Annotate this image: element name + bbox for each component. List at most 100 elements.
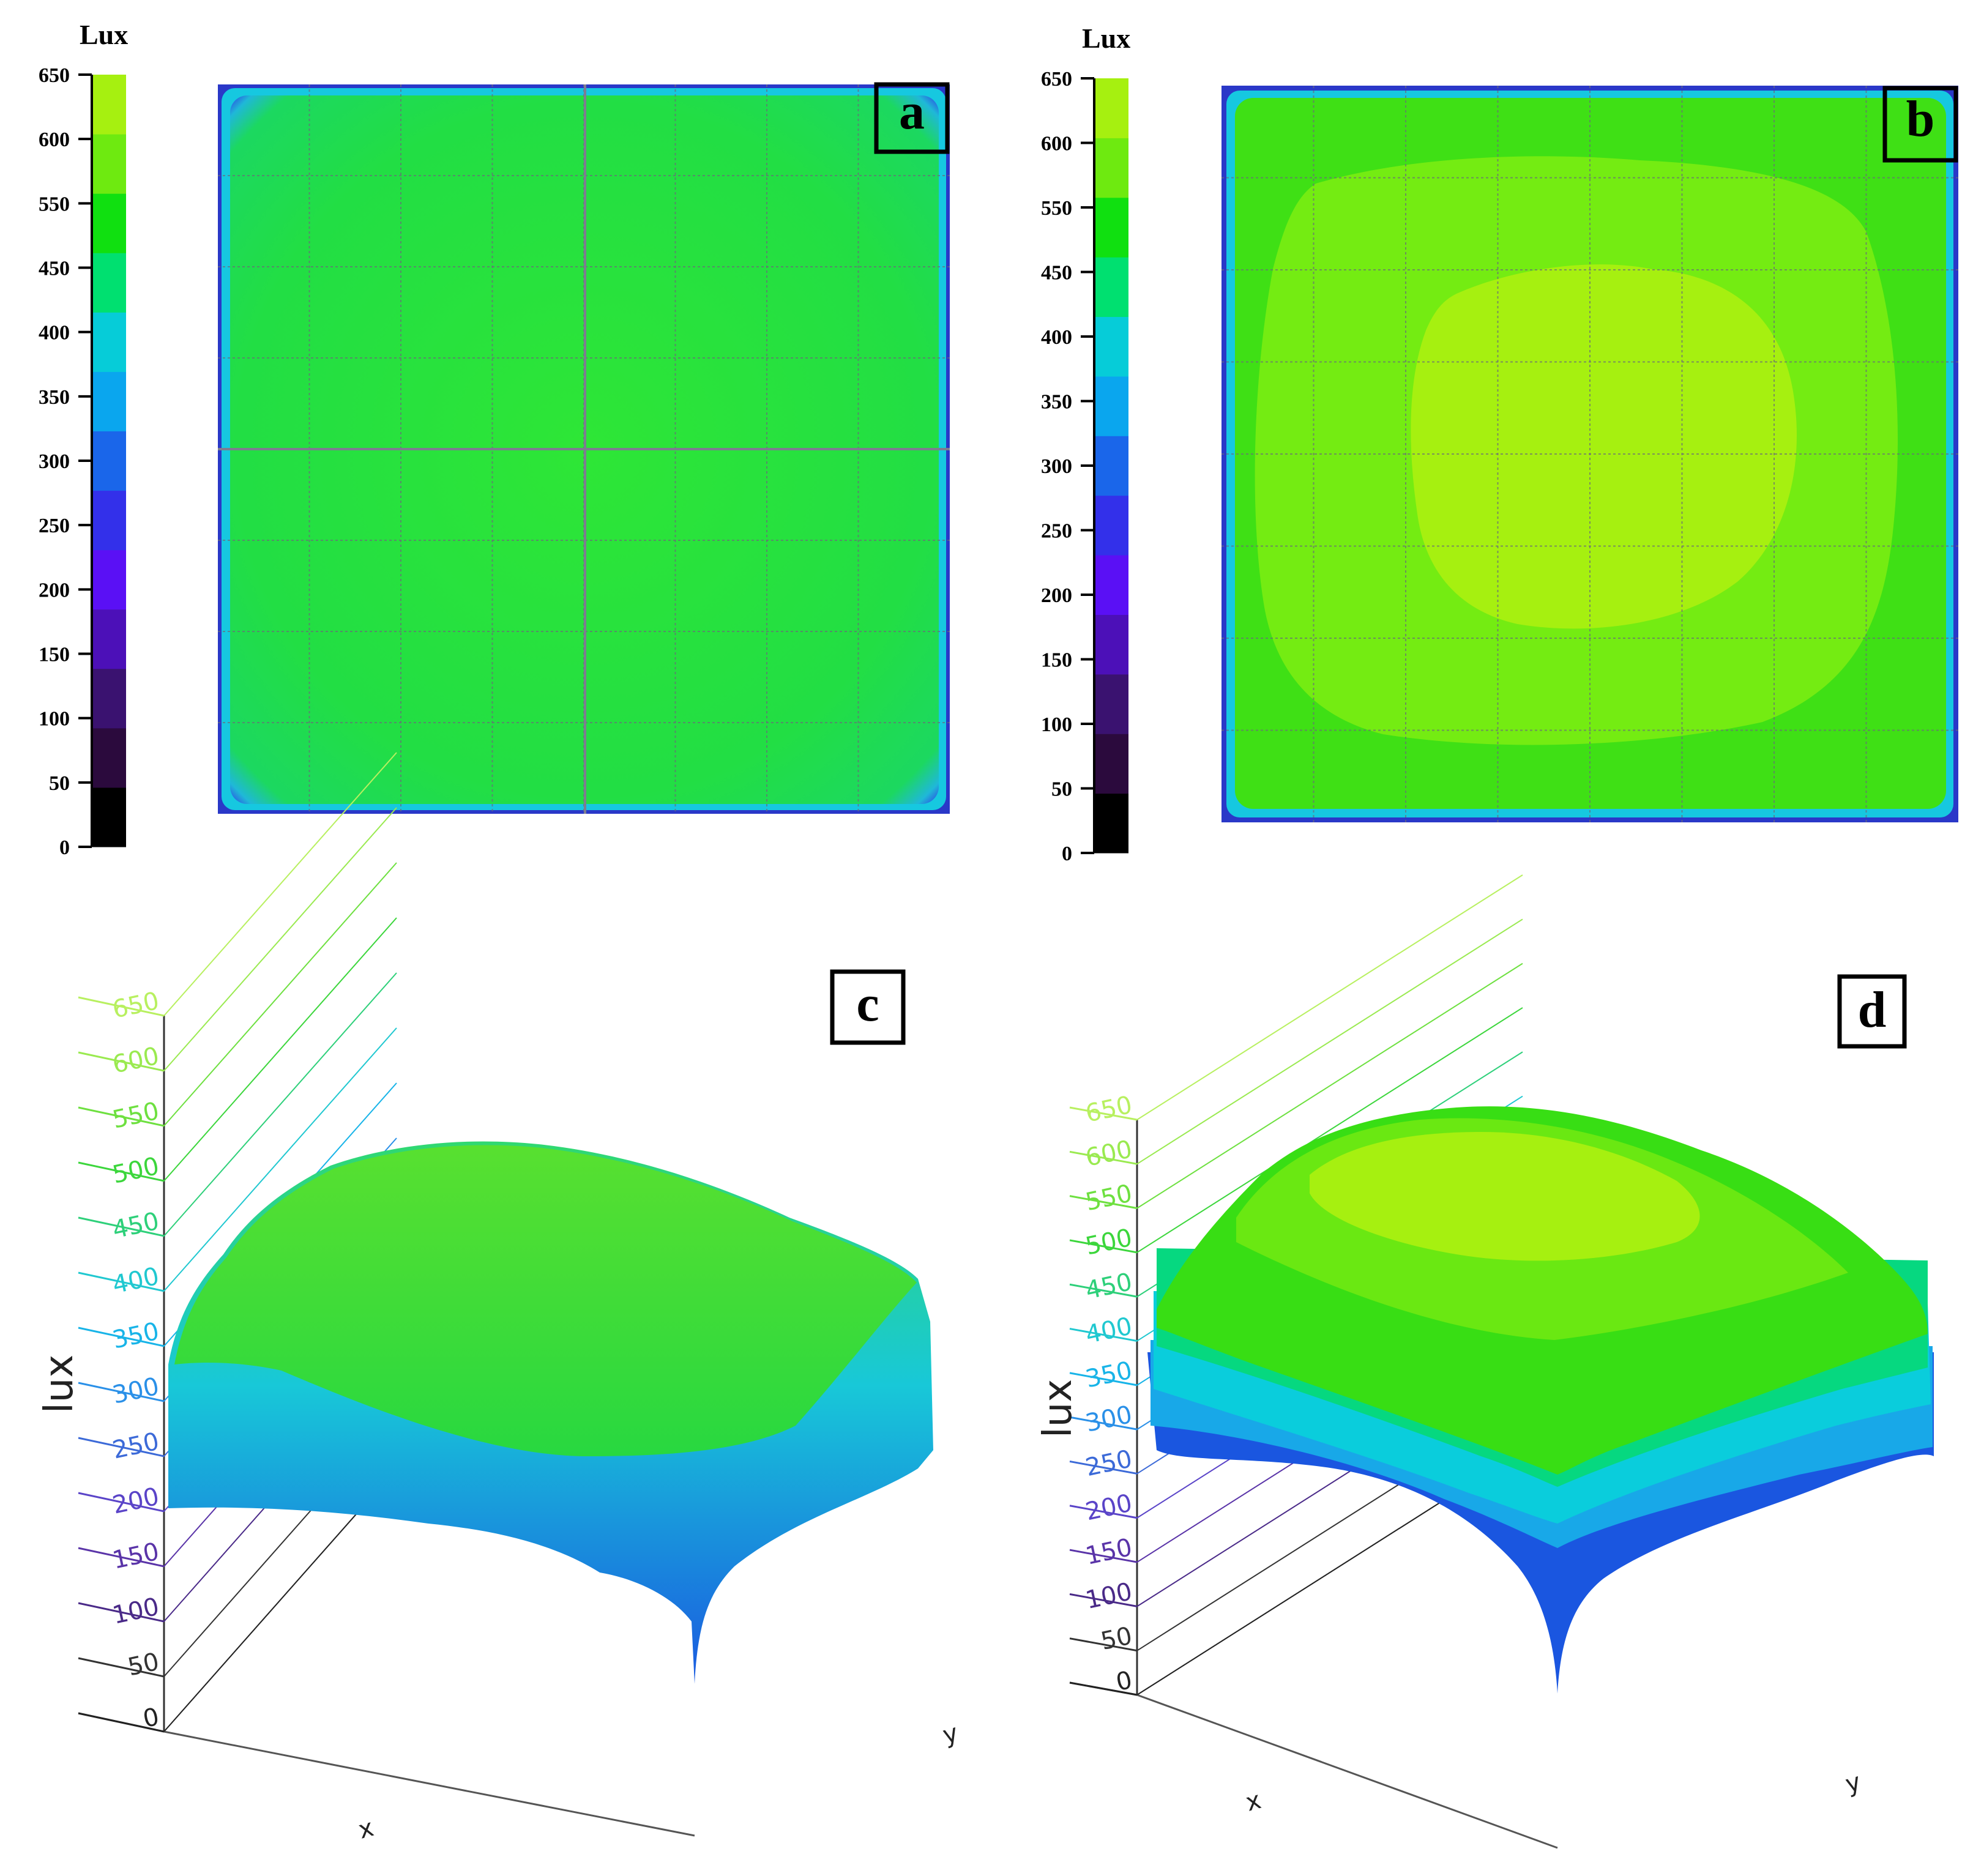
z-tick-c-500 [78,1161,165,1182]
colorbar-ticklabel-b-100: 100 [1041,713,1072,736]
colorbar-band-b-4 [1094,555,1128,615]
colorbar-ticklabel-a-200: 200 [39,579,70,601]
z-tick-d-400 [1069,1328,1138,1342]
z-ticklabel-c-300: 300 [110,1372,162,1410]
colorbar-band-a-0 [92,787,126,847]
colorbar-band-a-6 [92,431,126,491]
z-tick-c-50 [78,1657,165,1678]
z-ticklabel-c-500: 500 [110,1152,162,1189]
panel-d: 650600550500450400350300250200150100500 … [1035,874,1934,1849]
z-tick-c-650 [78,996,165,1017]
z-gridline-c-500 [163,917,397,1182]
z-tick-d-600 [1069,1150,1138,1165]
z-ticklabel-c-100: 100 [110,1593,162,1630]
zlabel-c: lux [37,1355,82,1413]
z-tick-d-0 [1069,1681,1138,1696]
heatmap-a [218,84,950,814]
z-tick-d-350 [1069,1372,1138,1387]
z-gridline-c-400 [163,1027,397,1292]
colorbar-ticklabel-b-300: 300 [1041,455,1072,478]
colorbar-ticklabel-b-600: 600 [1041,133,1072,155]
z-ticklabel-d-0: 0 [1114,1666,1135,1697]
z-ticklabel-c-550: 550 [110,1097,162,1134]
colorbar-band-b-1 [1094,734,1128,794]
panel-label-a: a [874,82,950,154]
colorbar-band-a-1 [92,728,126,788]
xlabel-c: x [356,1814,377,1845]
colorbar-ticklabel-a-0: 0 [59,836,70,859]
panel-c: 650600550500450400350300250200150100500 … [37,752,961,1845]
z-ticklabel-c-200: 200 [110,1483,162,1520]
colorbar-band-b-2 [1094,674,1128,734]
colorbar-ticklabel-b-400: 400 [1041,326,1072,349]
z-ticklabel-d-150: 150 [1083,1533,1135,1571]
ylabel-d: y [1843,1768,1864,1799]
colorbar-band-b-7 [1094,376,1128,436]
z-tick-d-50 [1069,1637,1138,1652]
colorbar-band-a-5 [92,490,126,551]
colorbar-ticklabel-b-200: 200 [1041,584,1072,607]
z-ticklabel-c-650: 650 [110,987,162,1024]
colorbar-ticklabel-a-350: 350 [39,386,70,409]
colorbar-ticklabel-b-250: 250 [1041,520,1072,543]
z-gridline-d-650 [1136,874,1523,1120]
z-tick-d-150 [1069,1549,1138,1563]
z-ticklabel-d-550: 550 [1083,1179,1135,1216]
svg-text:a: a [899,83,925,140]
colorbar-band-b-11 [1094,138,1128,198]
colorbar-ticklabel-b-550: 550 [1041,197,1072,220]
x-axis-c [163,1730,695,1837]
colorbar-band-a-3 [92,609,126,669]
colorbar-ticklabel-b-0: 0 [1062,843,1072,865]
z-tick-c-600 [78,1051,165,1072]
panel-label-b: b [1882,86,1958,163]
colorbar-ticklabel-a-100: 100 [39,708,70,731]
z-ticklabel-c-50: 50 [125,1648,162,1682]
z-tick-d-450 [1069,1283,1138,1298]
grid-b [1221,86,1958,822]
z-tick-d-650 [1069,1106,1138,1121]
z-ticklabel-c-250: 250 [110,1427,162,1465]
colorbar-band-b-0 [1094,793,1128,854]
z-tick-d-250 [1069,1460,1138,1475]
colorbar-band-b-5 [1094,495,1128,556]
heatmap-b [1221,86,1958,822]
colorbar-band-a-10 [92,193,126,253]
z-ticklabel-d-400: 400 [1083,1312,1135,1349]
colorbar-band-a-9 [92,253,126,313]
colorbar-band-a-2 [92,668,126,729]
z-ticklabel-c-350: 350 [110,1317,162,1355]
surface-d-band-600 [1310,1132,1700,1261]
z-ticklabel-c-400: 400 [110,1262,162,1300]
colorbar-band-b-3 [1094,614,1128,675]
z-ticklabel-d-600: 600 [1083,1135,1135,1172]
z-gridline-c-600 [163,807,397,1071]
colorbar-band-a-4 [92,549,126,610]
z-ticklabel-d-250: 250 [1083,1445,1135,1482]
colorbar-band-b-8 [1094,316,1128,377]
z-tick-c-0 [78,1712,165,1733]
colorbar-ticklabel-a-600: 600 [39,128,70,151]
colorbar-band-b-12 [1094,78,1128,138]
svg-text:c: c [856,975,879,1032]
z-tick-c-400 [78,1271,165,1292]
svg-text:b: b [1906,91,1935,147]
z-tick-d-100 [1069,1593,1138,1607]
xlabel-d: x [1243,1786,1264,1817]
z-gridline-d-500 [1136,1007,1523,1253]
z-gridline-c-650 [163,752,397,1016]
surface-c-top [174,1145,917,1456]
colorbar-band-a-7 [92,371,126,431]
z-ticklabel-c-600: 600 [110,1042,162,1079]
panel-label-d: d [1837,974,1907,1049]
z-ticklabel-d-50: 50 [1098,1621,1135,1656]
z-ticklabel-d-300: 300 [1083,1401,1135,1438]
z-tick-c-350 [78,1327,165,1347]
z-ticklabel-d-350: 350 [1083,1357,1135,1394]
colorbar-ticklabel-b-50: 50 [1051,778,1072,801]
z-tick-c-200 [78,1492,165,1513]
colorbar-band-a-12 [92,75,126,135]
z-ticklabel-d-500: 500 [1083,1224,1135,1261]
z-gridline-c-450 [163,972,397,1237]
z-gridline-c-550 [163,862,397,1126]
